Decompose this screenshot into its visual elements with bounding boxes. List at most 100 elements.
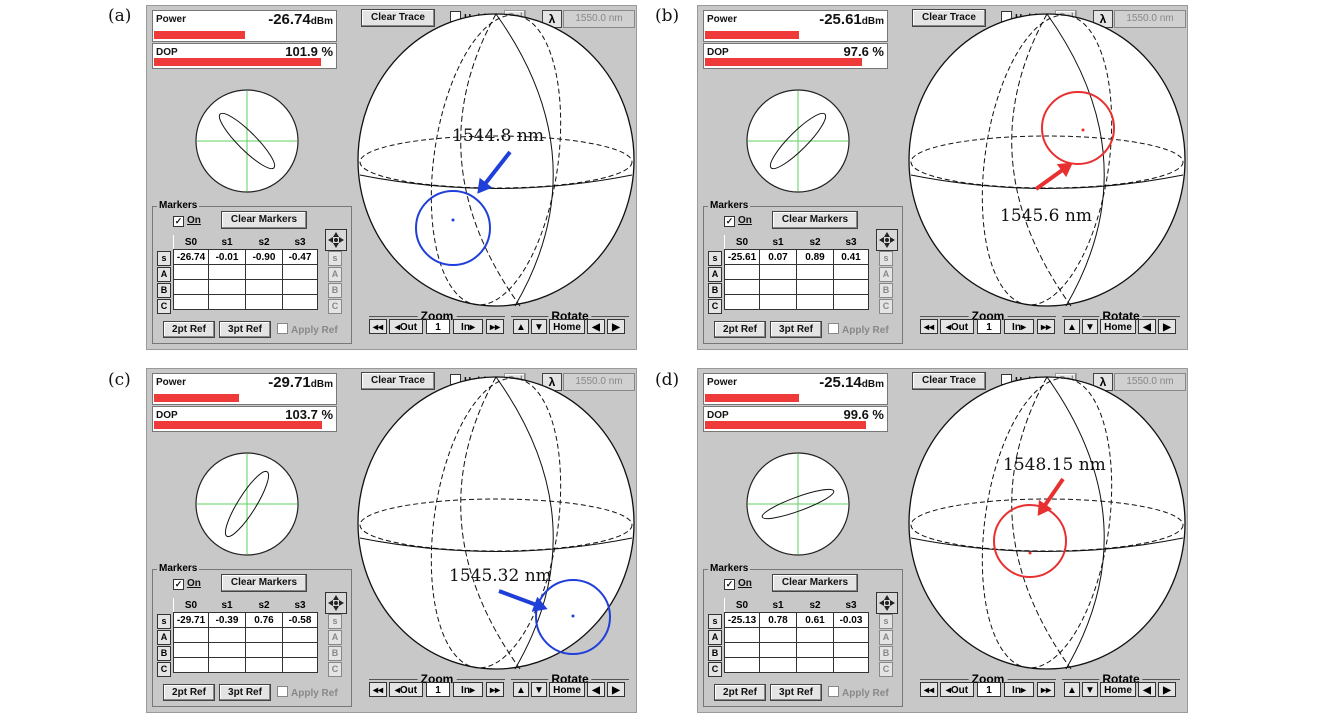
clear-markers-button[interactable]: Clear Markers — [772, 574, 858, 592]
zoom-in-button[interactable]: In▸ — [1004, 682, 1034, 697]
rotate-up-button[interactable]: ▲ — [1064, 682, 1080, 697]
apply-ref-checkbox[interactable]: Apply Ref — [277, 323, 338, 338]
wavelength-field[interactable]: 1550.0 nm — [563, 10, 635, 28]
3pt-ref-button[interactable]: 3pt Ref — [770, 321, 822, 338]
zoom-last-button[interactable]: ▸▸ — [1037, 319, 1055, 334]
marker-select-button[interactable]: B — [157, 283, 171, 298]
marker-goto-button[interactable]: C — [328, 662, 342, 677]
apply-ref-box[interactable] — [828, 686, 839, 697]
marker-select-button[interactable]: C — [157, 299, 171, 314]
rotate-down-button[interactable]: ▼ — [1082, 319, 1098, 334]
zoom-out-button[interactable]: ◂Out — [940, 682, 974, 697]
marker-goto-button[interactable]: s — [879, 251, 893, 266]
rotate-up-button[interactable]: ▲ — [1064, 319, 1080, 334]
2pt-ref-button[interactable]: 2pt Ref — [714, 321, 766, 338]
marker-select-button[interactable]: s — [157, 614, 171, 629]
rotate-right-button[interactable]: ▶ — [607, 319, 625, 334]
2pt-ref-button[interactable]: 2pt Ref — [163, 684, 215, 701]
rotate-right-button[interactable]: ▶ — [1158, 682, 1176, 697]
apply-ref-checkbox[interactable]: Apply Ref — [828, 323, 889, 338]
rotate-up-button[interactable]: ▲ — [513, 682, 529, 697]
marker-goto-button[interactable]: B — [879, 283, 893, 298]
clear-markers-button[interactable]: Clear Markers — [221, 574, 307, 592]
zoom-in-button[interactable]: In▸ — [453, 319, 483, 334]
zoom-first-button[interactable]: ◂◂ — [369, 682, 387, 697]
marker-select-button[interactable]: C — [708, 662, 722, 677]
apply-ref-checkbox[interactable]: Apply Ref — [277, 686, 338, 701]
marker-select-button[interactable]: A — [157, 267, 171, 282]
marker-goto-button[interactable]: B — [328, 283, 342, 298]
rotate-down-button[interactable]: ▼ — [531, 319, 547, 334]
clear-markers-button[interactable]: Clear Markers — [772, 211, 858, 229]
markers-on-checkbox[interactable]: ✓ On — [724, 577, 752, 591]
rotate-down-button[interactable]: ▼ — [531, 682, 547, 697]
marker-select-button[interactable]: C — [708, 299, 722, 314]
move-marker-icon[interactable] — [876, 229, 898, 251]
rotate-up-button[interactable]: ▲ — [513, 319, 529, 334]
marker-select-button[interactable]: C — [157, 662, 171, 677]
check-icon[interactable]: ✓ — [724, 216, 735, 227]
marker-goto-button[interactable]: s — [879, 614, 893, 629]
apply-ref-box[interactable] — [828, 323, 839, 334]
marker-select-button[interactable]: A — [157, 630, 171, 645]
marker-select-button[interactable]: A — [708, 267, 722, 282]
zoom-last-button[interactable]: ▸▸ — [486, 319, 504, 334]
zoom-in-button[interactable]: In▸ — [453, 682, 483, 697]
zoom-level-field[interactable]: 1 — [977, 319, 1001, 334]
zoom-out-button[interactable]: ◂Out — [389, 319, 423, 334]
marker-select-button[interactable]: A — [708, 630, 722, 645]
move-marker-icon[interactable] — [876, 592, 898, 614]
wavelength-field[interactable]: 1550.0 nm — [563, 373, 635, 391]
markers-on-checkbox[interactable]: ✓ On — [173, 577, 201, 591]
wavelength-field[interactable]: 1550.0 nm — [1114, 373, 1186, 391]
marker-select-button[interactable]: s — [708, 614, 722, 629]
marker-goto-button[interactable]: B — [879, 646, 893, 661]
zoom-out-button[interactable]: ◂Out — [940, 319, 974, 334]
marker-goto-button[interactable]: C — [328, 299, 342, 314]
zoom-level-field[interactable]: 1 — [426, 319, 450, 334]
marker-goto-button[interactable]: s — [328, 614, 342, 629]
move-marker-icon[interactable] — [325, 229, 347, 251]
marker-goto-button[interactable]: s — [328, 251, 342, 266]
zoom-first-button[interactable]: ◂◂ — [369, 319, 387, 334]
zoom-out-button[interactable]: ◂Out — [389, 682, 423, 697]
rotate-home-button[interactable]: Home — [549, 682, 585, 697]
marker-goto-button[interactable]: C — [879, 299, 893, 314]
marker-select-button[interactable]: B — [708, 283, 722, 298]
clear-trace-button[interactable]: Clear Trace — [912, 372, 986, 390]
3pt-ref-button[interactable]: 3pt Ref — [770, 684, 822, 701]
zoom-in-button[interactable]: In▸ — [1004, 319, 1034, 334]
2pt-ref-button[interactable]: 2pt Ref — [163, 321, 215, 338]
marker-goto-button[interactable]: A — [879, 630, 893, 645]
apply-ref-box[interactable] — [277, 323, 288, 334]
marker-select-button[interactable]: s — [157, 251, 171, 266]
clear-markers-button[interactable]: Clear Markers — [221, 211, 307, 229]
wavelength-field[interactable]: 1550.0 nm — [1114, 10, 1186, 28]
check-icon[interactable]: ✓ — [724, 579, 735, 590]
markers-on-checkbox[interactable]: ✓ On — [173, 214, 201, 228]
3pt-ref-button[interactable]: 3pt Ref — [219, 684, 271, 701]
check-icon[interactable]: ✓ — [173, 216, 184, 227]
marker-goto-button[interactable]: A — [879, 267, 893, 282]
marker-select-button[interactable]: s — [708, 251, 722, 266]
marker-select-button[interactable]: B — [157, 646, 171, 661]
apply-ref-checkbox[interactable]: Apply Ref — [828, 686, 889, 701]
rotate-left-button[interactable]: ◀ — [587, 319, 605, 334]
rotate-right-button[interactable]: ▶ — [607, 682, 625, 697]
rotate-down-button[interactable]: ▼ — [1082, 682, 1098, 697]
zoom-first-button[interactable]: ◂◂ — [920, 319, 938, 334]
rotate-left-button[interactable]: ◀ — [1138, 682, 1156, 697]
markers-on-checkbox[interactable]: ✓ On — [724, 214, 752, 228]
apply-ref-box[interactable] — [277, 686, 288, 697]
clear-trace-button[interactable]: Clear Trace — [361, 372, 435, 390]
clear-trace-button[interactable]: Clear Trace — [361, 9, 435, 27]
clear-trace-button[interactable]: Clear Trace — [912, 9, 986, 27]
zoom-last-button[interactable]: ▸▸ — [1037, 682, 1055, 697]
rotate-left-button[interactable]: ◀ — [1138, 319, 1156, 334]
zoom-first-button[interactable]: ◂◂ — [920, 682, 938, 697]
2pt-ref-button[interactable]: 2pt Ref — [714, 684, 766, 701]
marker-select-button[interactable]: B — [708, 646, 722, 661]
zoom-last-button[interactable]: ▸▸ — [486, 682, 504, 697]
rotate-home-button[interactable]: Home — [1100, 319, 1136, 334]
check-icon[interactable]: ✓ — [173, 579, 184, 590]
